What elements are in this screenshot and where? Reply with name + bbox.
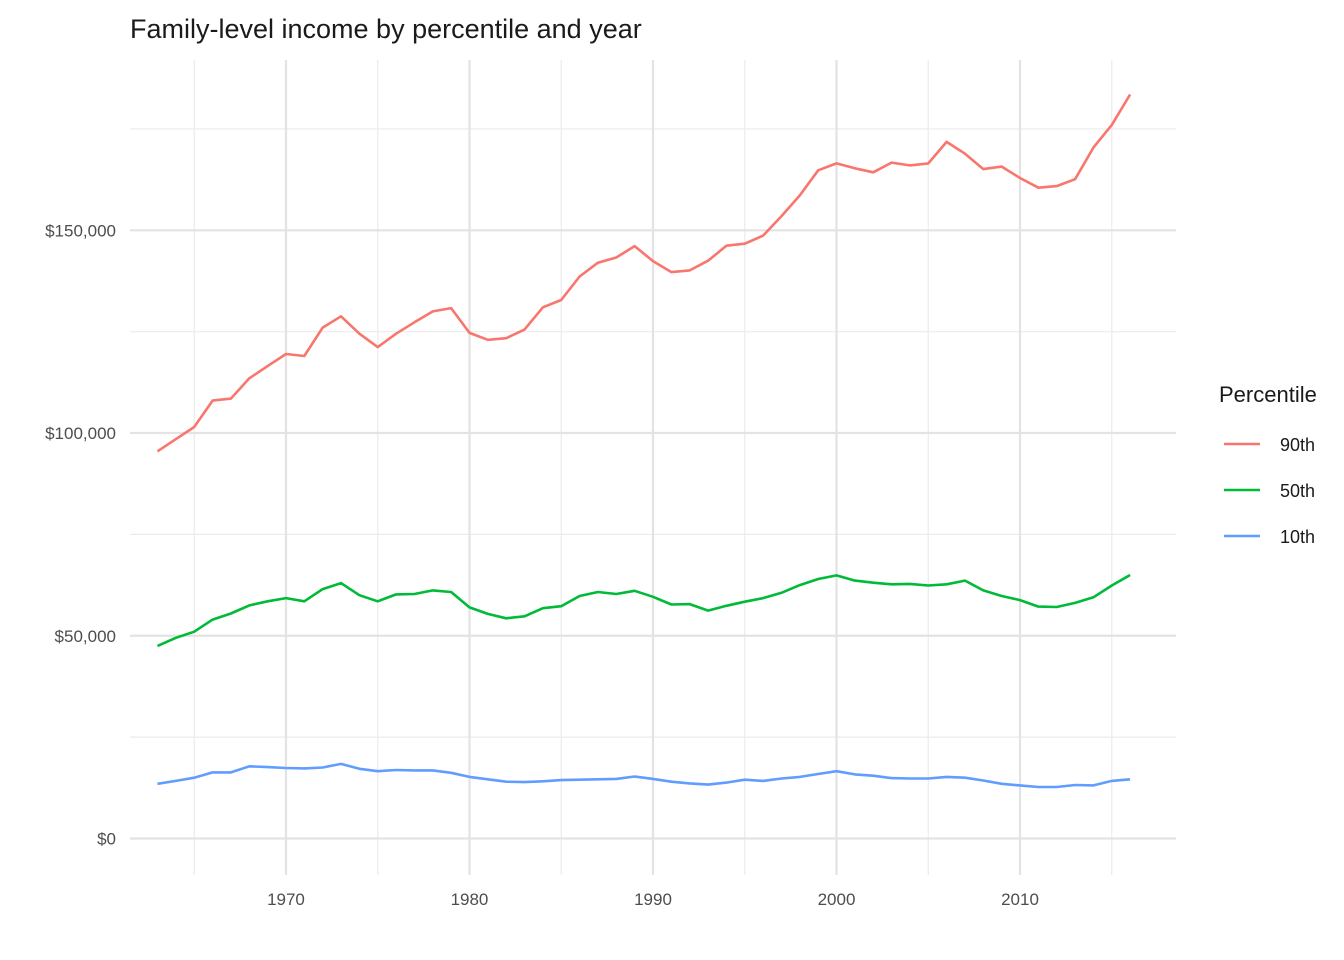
y-tick-label: $150,000: [45, 221, 116, 240]
legend-label-50th: 50th: [1280, 481, 1315, 501]
legend-title: Percentile: [1219, 382, 1317, 407]
series-line-10th: [157, 762, 1131, 789]
x-tick-label: 2010: [1001, 890, 1039, 909]
major-gridlines: [130, 60, 1176, 875]
y-tick-label: $0: [97, 830, 116, 849]
x-tick-label: 1990: [634, 890, 672, 909]
series-line-90th: [156, 93, 1132, 453]
series-lines: [156, 93, 1132, 789]
y-tick-label: $50,000: [55, 627, 116, 646]
chart-title: Family-level income by percentile and ye…: [130, 14, 642, 44]
legend-label-10th: 10th: [1280, 527, 1315, 547]
x-tick-label: 1980: [451, 890, 489, 909]
legend: Percentile 90th 50th 10th: [1219, 382, 1317, 547]
legend-label-90th: 90th: [1280, 435, 1315, 455]
x-axis-tick-labels: 1970 1980 1990 2000 2010: [267, 890, 1039, 909]
x-tick-label: 1970: [267, 890, 305, 909]
y-tick-label: $100,000: [45, 424, 116, 443]
x-tick-label: 2000: [818, 890, 856, 909]
y-axis-tick-labels: $0 $50,000 $100,000 $150,000: [45, 221, 116, 848]
series-line-50th: [156, 573, 1131, 648]
legend-items: 90th 50th 10th: [1224, 435, 1315, 547]
